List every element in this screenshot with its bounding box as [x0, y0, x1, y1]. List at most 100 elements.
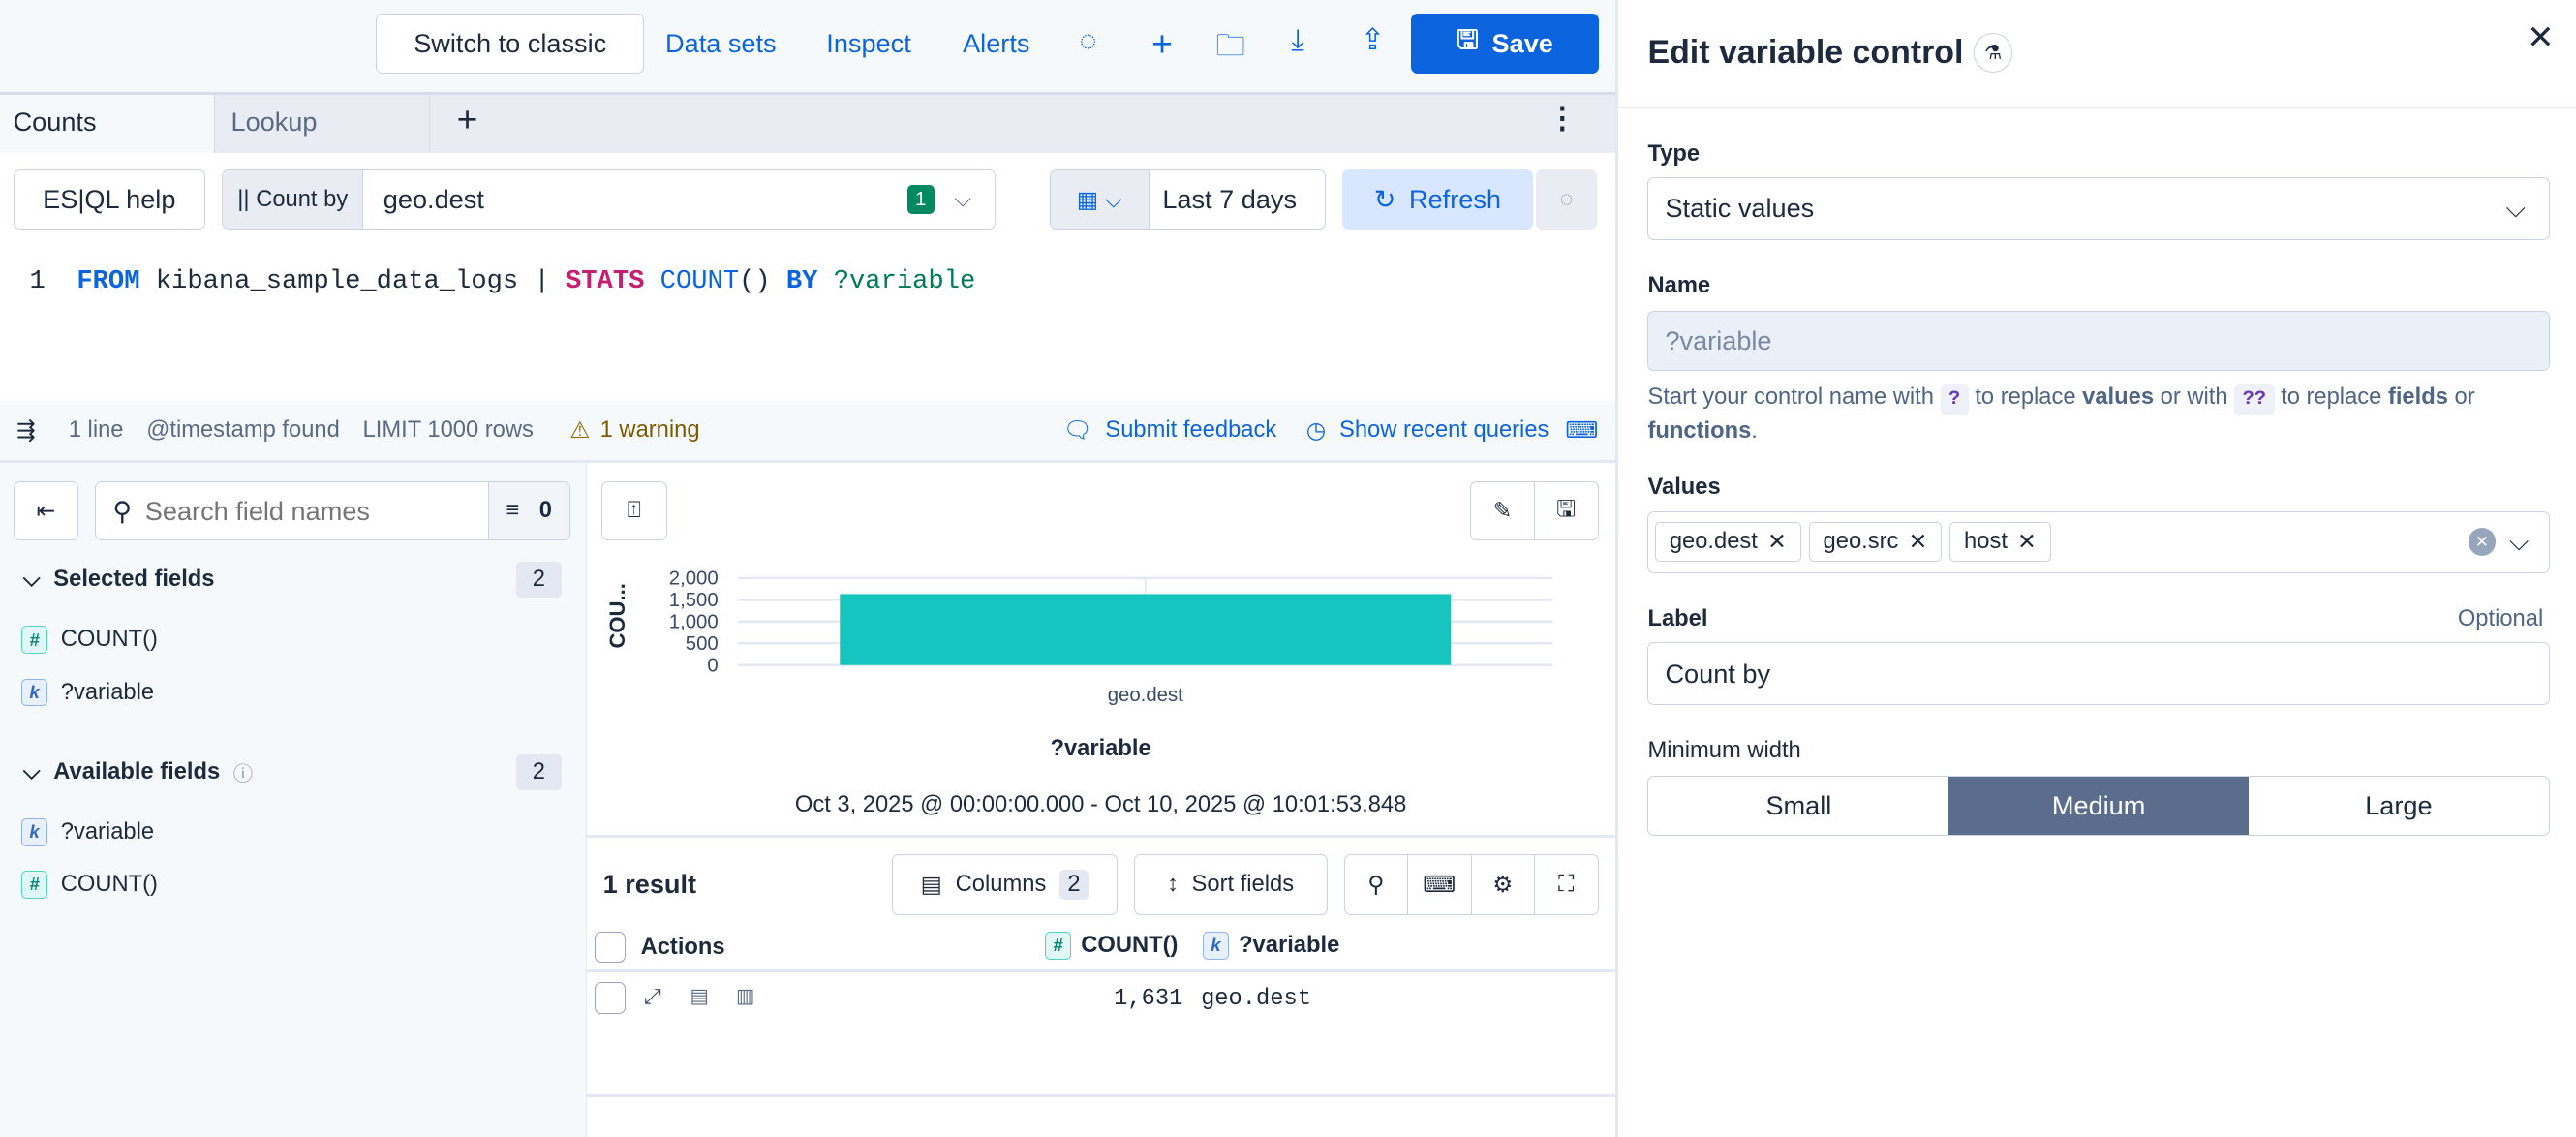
help-icon[interactable]: ⓘ — [232, 764, 254, 786]
selection-count-badge: 1 — [906, 185, 935, 214]
field-sidebar — [0, 463, 587, 1137]
feedback-icon: 🗨 — [1062, 418, 1092, 445]
data-sets-link[interactable]: Data sets — [665, 27, 777, 58]
search-field-input[interactable] — [144, 495, 488, 527]
keyboard-icon[interactable]: ⌨ — [1408, 855, 1472, 914]
variable-column-header[interactable]: k ?variable — [1202, 931, 1339, 960]
warning-link[interactable]: 1 warning — [599, 417, 700, 444]
clock-icon: ◷ — [1305, 418, 1327, 445]
header-label: COUNT() — [1081, 932, 1179, 958]
alerts-link[interactable]: Alerts — [963, 27, 1030, 58]
tab-menu-icon[interactable]: ⋮ — [1548, 102, 1578, 136]
help-text: fields — [2387, 384, 2448, 410]
chevron-down-icon[interactable]: ⌵ — [2508, 526, 2530, 557]
remove-icon[interactable]: ✕ — [2017, 530, 2037, 556]
background-search-icon[interactable]: ◌ — [1536, 169, 1597, 230]
calendar-icon[interactable]: ▦ ⌵ — [1050, 169, 1150, 230]
chevron-down-icon[interactable]: ⌵ — [954, 186, 972, 212]
help-text: Start your control name with — [1647, 384, 1941, 410]
document-icon[interactable]: ▥ — [735, 986, 755, 1008]
y-tick-label: 1,000 — [668, 612, 718, 633]
open-folder-icon[interactable]: 🗀 — [1215, 29, 1245, 63]
edit-visualization-icon[interactable]: ✎ — [1471, 482, 1535, 540]
expand-icon[interactable]: ⤢ — [643, 984, 661, 1009]
width-large-button[interactable]: Large — [2365, 790, 2433, 821]
field-filter-button[interactable]: ≡ 0 — [487, 482, 569, 540]
divider — [1617, 107, 2576, 108]
select-all-checkbox[interactable] — [595, 931, 627, 964]
y-tick-label: 1,500 — [668, 590, 718, 611]
close-icon[interactable]: ✕ — [2527, 18, 2555, 56]
compare-icon[interactable]: ▤ — [690, 986, 709, 1008]
query-editor[interactable]: 1 FROM kibana_sample_data_logs | STATS C… — [30, 266, 976, 296]
remove-icon[interactable]: ✕ — [1908, 530, 1928, 556]
add-tab-icon[interactable]: + — [456, 98, 478, 139]
type-select[interactable]: Static values ⌵ — [1647, 177, 2550, 240]
tab-bar — [0, 91, 1618, 153]
field-item[interactable]: k ?variable — [21, 817, 155, 846]
tab-counts[interactable]: Counts — [0, 95, 214, 153]
bar[interactable] — [839, 594, 1451, 666]
refresh-button[interactable]: ↻ Refresh — [1341, 169, 1533, 230]
columns-label: Columns — [955, 872, 1047, 897]
background-search-icon[interactable]: ◌ — [1079, 24, 1097, 58]
chip-label: geo.src — [1823, 529, 1899, 555]
keyboard-icon[interactable]: ⌨ — [1565, 418, 1599, 445]
esql-help-button[interactable]: ES|QL help — [13, 169, 206, 230]
help-text: or with — [2154, 384, 2235, 410]
field-name: ?variable — [60, 818, 155, 845]
available-fields-toggle[interactable]: ⌵ Available fields ⓘ — [23, 757, 253, 786]
fullscreen-icon[interactable]: ⛶ — [1558, 872, 1575, 897]
kw-from: FROM — [77, 265, 140, 296]
switch-to-classic-button[interactable]: Switch to classic — [376, 13, 644, 75]
help-text: values — [2082, 384, 2155, 410]
wrap-icon[interactable]: ⇶ — [15, 418, 36, 445]
submit-feedback-link[interactable]: Submit feedback — [1105, 417, 1277, 444]
save-label: Save — [1491, 27, 1553, 58]
count-column-header[interactable]: # COUNT() — [1044, 931, 1179, 960]
timestamp-status: @timestamp found — [146, 417, 340, 444]
columns-button[interactable]: ▤ Columns 2 — [892, 854, 1118, 915]
save-visualization-icon[interactable]: 🖫 — [1556, 496, 1577, 522]
save-button[interactable]: 🖫 Save — [1411, 13, 1599, 75]
sort-fields-button[interactable]: ↕ Sort fields — [1133, 854, 1328, 915]
flyout-header: Edit variable control ⚗ — [1647, 32, 2013, 73]
field-item[interactable]: # COUNT() — [21, 871, 158, 899]
selected-fields-toggle[interactable]: ⌵ Selected fields — [23, 567, 215, 593]
share-icon[interactable]: ⇪ — [1360, 22, 1386, 56]
tab-lookup[interactable]: Lookup — [213, 95, 431, 153]
recent-queries-link[interactable]: Show recent queries — [1339, 417, 1549, 444]
beaker-icon[interactable]: ⚗ — [1973, 32, 2013, 73]
type-label: Type — [1647, 140, 1701, 167]
count-by-control[interactable]: || Count by geo.dest 1 ⌵ — [222, 169, 996, 230]
date-picker[interactable]: ▦ ⌵ Last 7 days — [1049, 169, 1326, 230]
columns-icon: ▤ — [920, 873, 943, 898]
width-small-button[interactable]: Small — [1765, 790, 1832, 821]
chart-toggle-icon[interactable]: ⍐ — [600, 481, 667, 541]
clear-icon[interactable]: ✕ — [2468, 528, 2497, 557]
search-icon[interactable]: ⚲ — [1345, 855, 1409, 914]
time-range: Last 7 days — [1162, 184, 1298, 215]
display-settings-icon[interactable]: ⚙ — [1472, 855, 1536, 914]
inspect-link[interactable]: Inspect — [826, 27, 911, 58]
field-item[interactable]: # COUNT() — [21, 626, 158, 655]
time-range-label: Oct 3, 2025 @ 00:00:00.000 - Oct 10, 202… — [794, 791, 1407, 817]
remove-icon[interactable]: ✕ — [1767, 530, 1787, 556]
download-icon[interactable]: ⤓ — [1291, 22, 1304, 56]
divider — [586, 834, 1615, 839]
paren: () — [739, 265, 771, 296]
chevron-down-icon: ⌵ — [22, 758, 41, 784]
name-input[interactable]: ?variable — [1647, 310, 2550, 372]
new-icon[interactable]: + — [1151, 22, 1173, 64]
collapse-sidebar-icon[interactable]: ⇤ — [13, 481, 79, 541]
values-label: Values — [1647, 475, 1721, 501]
row-checkbox[interactable] — [595, 982, 627, 1014]
selected-fields-title: Selected fields — [53, 567, 215, 593]
width-medium-button[interactable]: Medium — [1948, 776, 2250, 836]
field-search[interactable]: ⚲ ≡0 — [95, 481, 570, 541]
values-combobox[interactable]: geo.dest ✕ geo.src ✕ host ✕ ✕ ⌵ — [1647, 510, 2550, 574]
keyword-type-icon: k — [1202, 931, 1229, 960]
field-item[interactable]: k ?variable — [21, 678, 154, 707]
label-input[interactable]: Count by — [1647, 642, 2550, 705]
